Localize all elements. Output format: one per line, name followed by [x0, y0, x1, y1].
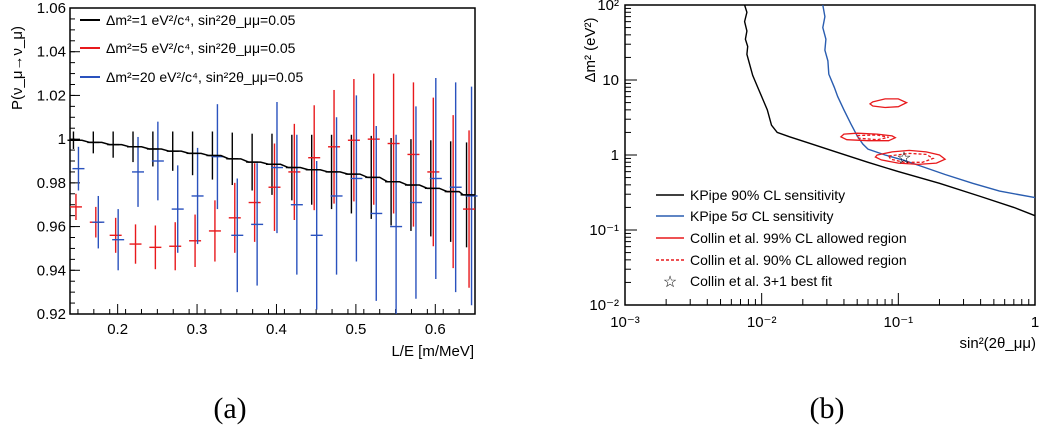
panel-b-ylabel: Δm² (eV²) — [582, 17, 599, 82]
b-region99-2 — [874, 149, 947, 166]
a-ytick-label-1: 0.94 — [37, 262, 66, 279]
a-xtick-label-3: 0.5 — [345, 321, 366, 338]
a-xtick-label-1: 0.3 — [187, 321, 208, 338]
b-region99-0 — [868, 98, 909, 109]
panel-b-legend: KPipe 90% CL sensitivity KPipe 5σ CL sen… — [656, 187, 907, 291]
legend-b-label-5: Collin et al. 3+1 best fit — [690, 273, 832, 289]
a-ytick-label-4: 1 — [58, 131, 66, 148]
b-ytick-label-4: 10² — [597, 0, 619, 14]
b-curve-s1 — [822, 4, 1036, 199]
b-region90-1 — [887, 152, 935, 163]
a-ytick-label-0: 0.92 — [37, 306, 66, 323]
legend-b-star-icon: ☆ — [663, 274, 677, 291]
panel-b-caption: (b) — [810, 392, 845, 425]
b-region90-0 — [856, 134, 889, 141]
b-xtick-label-0: 10⁻³ — [610, 314, 640, 331]
panel-a-ylabel: P(ν_μ→ν_μ) — [9, 26, 26, 110]
legend-b-label-2: KPipe 5σ CL sensitivity — [690, 208, 834, 224]
a-ytick-label-3: 0.98 — [37, 175, 66, 192]
a-ytick-label-7: 1.06 — [37, 0, 66, 17]
legend-b-label-4: Collin et al. 90% CL allowed region — [690, 252, 907, 268]
panel-b-series: ☆ — [743, 4, 1036, 217]
b-xtick-label-3: 1 — [1031, 314, 1039, 331]
b-ytick-label-3: 10 — [602, 72, 619, 89]
a-ytick-label-2: 0.96 — [37, 219, 66, 236]
a-xtick-label-4: 0.6 — [425, 321, 446, 338]
a-xtick-label-2: 0.4 — [266, 321, 287, 338]
legend-b-label-3: Collin et al. 99% CL allowed region — [690, 230, 907, 246]
a-ytick-label-5: 1.02 — [37, 87, 66, 104]
b-xtick-label-2: 10⁻¹ — [884, 314, 914, 331]
a-xtick-label-0: 0.2 — [107, 321, 128, 338]
b-ytick-label-0: 10⁻² — [589, 297, 619, 314]
legend-a-label-1: Δm²=1 eV²/c⁴, sin²2θ_μμ=0.05 — [106, 12, 296, 28]
panel-a-series — [67, 73, 478, 314]
b-xtick-label-1: 10⁻² — [747, 314, 777, 331]
a-ytick-label-6: 1.04 — [37, 44, 66, 61]
a-trend-line-s0 — [69, 139, 476, 196]
panel-a-xlabel: L/E [m/MeV] — [391, 343, 474, 360]
panel-a: 0.2 0.3 0.4 0.5 0.6 0.92 0.94 0.96 0.98 1 1.02 1.04… — [9, 0, 478, 425]
legend-a-label-3: Δm²=20 eV²/c⁴, sin²2θ_μμ=0.05 — [106, 69, 303, 85]
legend-b-label-1: KPipe 90% CL sensitivity — [690, 187, 845, 203]
b-curve-s0 — [743, 4, 1036, 217]
panel-a-axes: 0.2 0.3 0.4 0.5 0.6 0.92 0.94 0.96 0.98 1 1.02 1.04… — [37, 0, 460, 338]
b-best-fit-star-icon: ☆ — [896, 148, 911, 167]
b-ytick-label-2: 1 — [611, 147, 619, 164]
b-ytick-label-1: 10⁻¹ — [589, 222, 619, 239]
panel-a-legend: Δm²=1 eV²/c⁴, sin²2θ_μμ=0.05 Δm²=5 eV²/c… — [80, 12, 303, 85]
legend-a-label-2: Δm²=5 eV²/c⁴, sin²2θ_μμ=0.05 — [106, 40, 296, 56]
panel-a-caption: (a) — [213, 392, 246, 425]
b-region99-1 — [839, 132, 897, 142]
panel-b-xlabel: sin²(2θ_μμ) — [960, 335, 1036, 352]
